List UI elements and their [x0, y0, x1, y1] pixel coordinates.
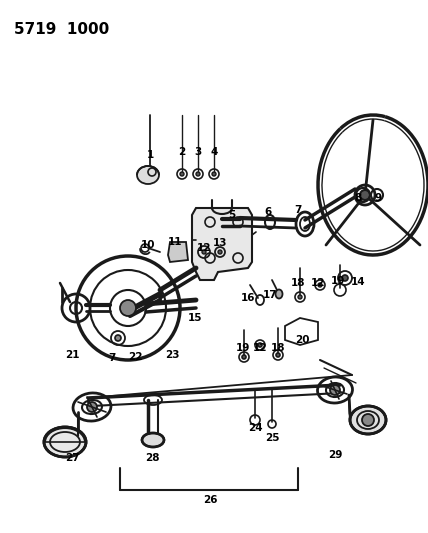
- Circle shape: [87, 402, 97, 412]
- Text: 12: 12: [311, 278, 325, 288]
- Circle shape: [362, 414, 374, 426]
- Text: 3: 3: [194, 147, 202, 157]
- Circle shape: [330, 385, 340, 395]
- Text: 26: 26: [203, 495, 217, 505]
- Text: 7: 7: [294, 205, 302, 215]
- Ellipse shape: [142, 433, 164, 447]
- Text: 27: 27: [65, 453, 79, 463]
- Polygon shape: [168, 242, 188, 262]
- Circle shape: [276, 353, 280, 357]
- Text: 10: 10: [141, 240, 155, 250]
- Circle shape: [196, 172, 200, 176]
- Text: 15: 15: [188, 313, 202, 323]
- Circle shape: [115, 335, 121, 341]
- Text: 1: 1: [146, 150, 154, 160]
- Circle shape: [218, 250, 222, 254]
- Text: 6: 6: [265, 207, 272, 217]
- Text: 19: 19: [331, 276, 345, 286]
- Text: 21: 21: [65, 350, 79, 360]
- Text: 25: 25: [265, 433, 279, 443]
- Text: 7: 7: [108, 353, 116, 363]
- Text: 12: 12: [253, 343, 267, 353]
- Circle shape: [318, 283, 322, 287]
- Circle shape: [258, 343, 262, 347]
- Text: 11: 11: [168, 237, 182, 247]
- Text: 5: 5: [229, 210, 236, 220]
- Text: 28: 28: [145, 453, 159, 463]
- Text: 20: 20: [295, 335, 309, 345]
- Text: 23: 23: [165, 350, 179, 360]
- Text: 17: 17: [263, 290, 277, 300]
- Text: 19: 19: [236, 343, 250, 353]
- Ellipse shape: [44, 427, 86, 457]
- Text: 18: 18: [271, 343, 285, 353]
- Ellipse shape: [137, 166, 159, 184]
- Ellipse shape: [350, 406, 386, 434]
- Text: 24: 24: [248, 423, 262, 433]
- Text: 29: 29: [328, 450, 342, 460]
- Text: 4: 4: [210, 147, 218, 157]
- Text: 2: 2: [178, 147, 186, 157]
- Circle shape: [212, 172, 216, 176]
- Circle shape: [360, 190, 370, 200]
- Circle shape: [242, 355, 246, 359]
- Circle shape: [202, 250, 206, 254]
- Text: 9: 9: [374, 193, 382, 203]
- Text: 14: 14: [351, 277, 366, 287]
- Text: 18: 18: [291, 278, 305, 288]
- Text: 13: 13: [213, 238, 227, 248]
- Text: 12: 12: [197, 243, 211, 253]
- Text: 8: 8: [354, 193, 362, 203]
- Circle shape: [342, 275, 348, 281]
- Text: 5719  1000: 5719 1000: [14, 22, 109, 37]
- Text: 22: 22: [128, 352, 142, 362]
- Polygon shape: [192, 208, 252, 280]
- Circle shape: [180, 172, 184, 176]
- Circle shape: [120, 300, 136, 316]
- Circle shape: [298, 295, 302, 299]
- Ellipse shape: [276, 289, 282, 298]
- Text: 16: 16: [241, 293, 255, 303]
